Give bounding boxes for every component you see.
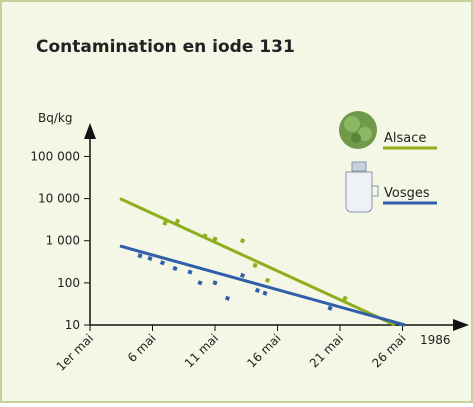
lettuce-icon: [339, 111, 377, 149]
legend-label: Alsace: [384, 131, 426, 146]
legend-label: Vosges: [384, 186, 430, 201]
x-axis-label: 1986: [420, 333, 451, 347]
y-tick-label: 10 000: [38, 192, 80, 206]
y-tick-label: 1 000: [46, 234, 80, 248]
y-tick-label: 100 000: [30, 149, 80, 163]
chart: Contamination en iode 131 Bq/kg 1986 10 1…: [0, 0, 473, 403]
y-tick-label: 10: [65, 318, 80, 332]
y-tick-label: 100: [57, 276, 80, 290]
chart-title: Contamination en iode 131: [36, 37, 295, 57]
y-axis-label: Bq/kg: [38, 111, 72, 125]
